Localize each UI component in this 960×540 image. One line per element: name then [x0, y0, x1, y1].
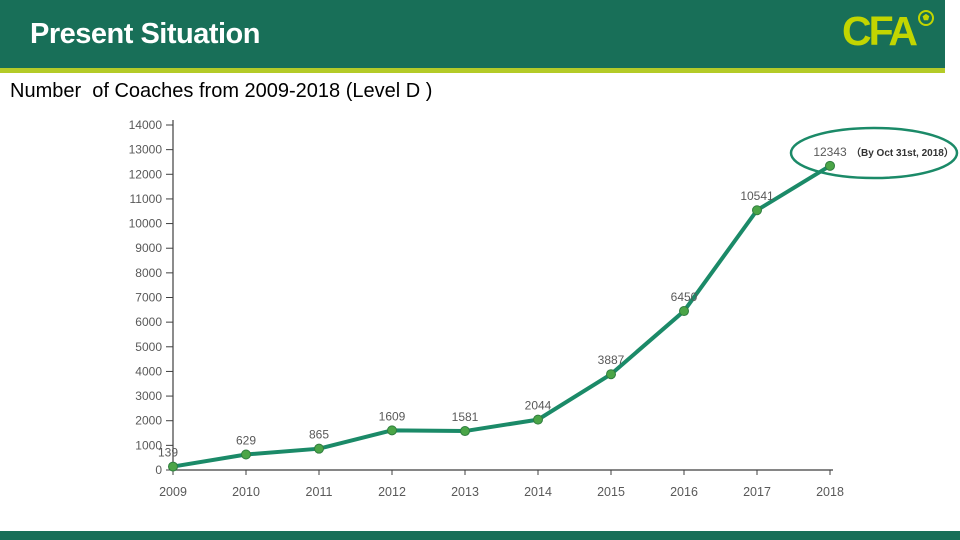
x-axis-label: 2016	[670, 485, 698, 499]
y-axis-tick-label: 9000	[135, 241, 162, 255]
data-point-marker	[752, 205, 762, 216]
data-point-marker	[387, 425, 397, 436]
x-axis-label: 2017	[743, 485, 771, 499]
data-point-label: 865	[309, 428, 329, 442]
y-axis-tick-label: 3000	[135, 389, 162, 403]
annotation-ellipse	[789, 126, 959, 180]
y-axis-tick-label: 13000	[129, 143, 163, 157]
y-axis-tick-label: 7000	[135, 291, 162, 305]
y-axis-tick-label: 11000	[130, 192, 163, 206]
x-axis-label: 2015	[597, 485, 625, 499]
data-point-label: 3887	[598, 353, 625, 367]
y-axis-tick-label: 2000	[135, 414, 162, 428]
x-axis-label: 2012	[378, 485, 406, 499]
chart-heading: Number of Coaches from 2009-2018 (Level …	[10, 80, 433, 102]
y-axis-tick-label: 0	[155, 463, 162, 477]
y-axis-tick-label: 14000	[129, 118, 163, 132]
y-axis-tick-label: 8000	[135, 266, 162, 280]
data-point-marker	[606, 369, 616, 380]
y-axis-tick-label: 6000	[135, 315, 162, 329]
footer-bar	[0, 531, 960, 540]
soccer-ball-icon	[918, 10, 934, 26]
y-axis-tick-label: 1000	[135, 438, 162, 452]
data-point-label: 1581	[452, 410, 479, 424]
data-point-marker	[679, 306, 689, 317]
header-bar: Present Situation	[0, 0, 945, 68]
data-point-marker	[168, 461, 178, 472]
x-axis-label: 2013	[451, 485, 479, 499]
y-axis-tick-label: 12000	[129, 167, 163, 181]
data-point-marker	[460, 426, 470, 437]
data-point-marker	[241, 449, 251, 460]
axes	[172, 120, 833, 471]
data-point-marker	[314, 443, 324, 454]
trend-line	[171, 163, 832, 469]
x-axis-label: 2011	[306, 485, 333, 499]
y-axis-tick-label: 10000	[129, 217, 163, 231]
data-point-label: 10541	[740, 189, 774, 203]
slide-title: Present Situation	[30, 17, 261, 50]
data-point-label: 139	[158, 446, 178, 460]
y-axis-tick-label: 4000	[135, 364, 162, 378]
data-point-label: 6450	[671, 290, 698, 304]
x-axis-label: 2010	[232, 485, 260, 499]
y-axis-tick-label: 5000	[135, 340, 162, 354]
x-axis-label: 2009	[159, 485, 187, 499]
x-axis-label: 2018	[816, 485, 844, 499]
data-point-label: 1609	[379, 409, 406, 423]
header-accent-line	[0, 68, 945, 73]
data-point-label: 629	[236, 433, 256, 447]
annotation-text: （By Oct 31st, 2018）	[851, 146, 954, 159]
data-point-marker	[533, 414, 543, 425]
data-point-label: 12343	[813, 145, 847, 159]
cfa-logo: CFA	[842, 8, 934, 54]
data-point-label: 2044	[525, 399, 552, 413]
data-point-marker	[825, 160, 835, 171]
cfa-logo-text: CFA	[842, 8, 918, 54]
x-axis-label: 2014	[524, 485, 552, 499]
